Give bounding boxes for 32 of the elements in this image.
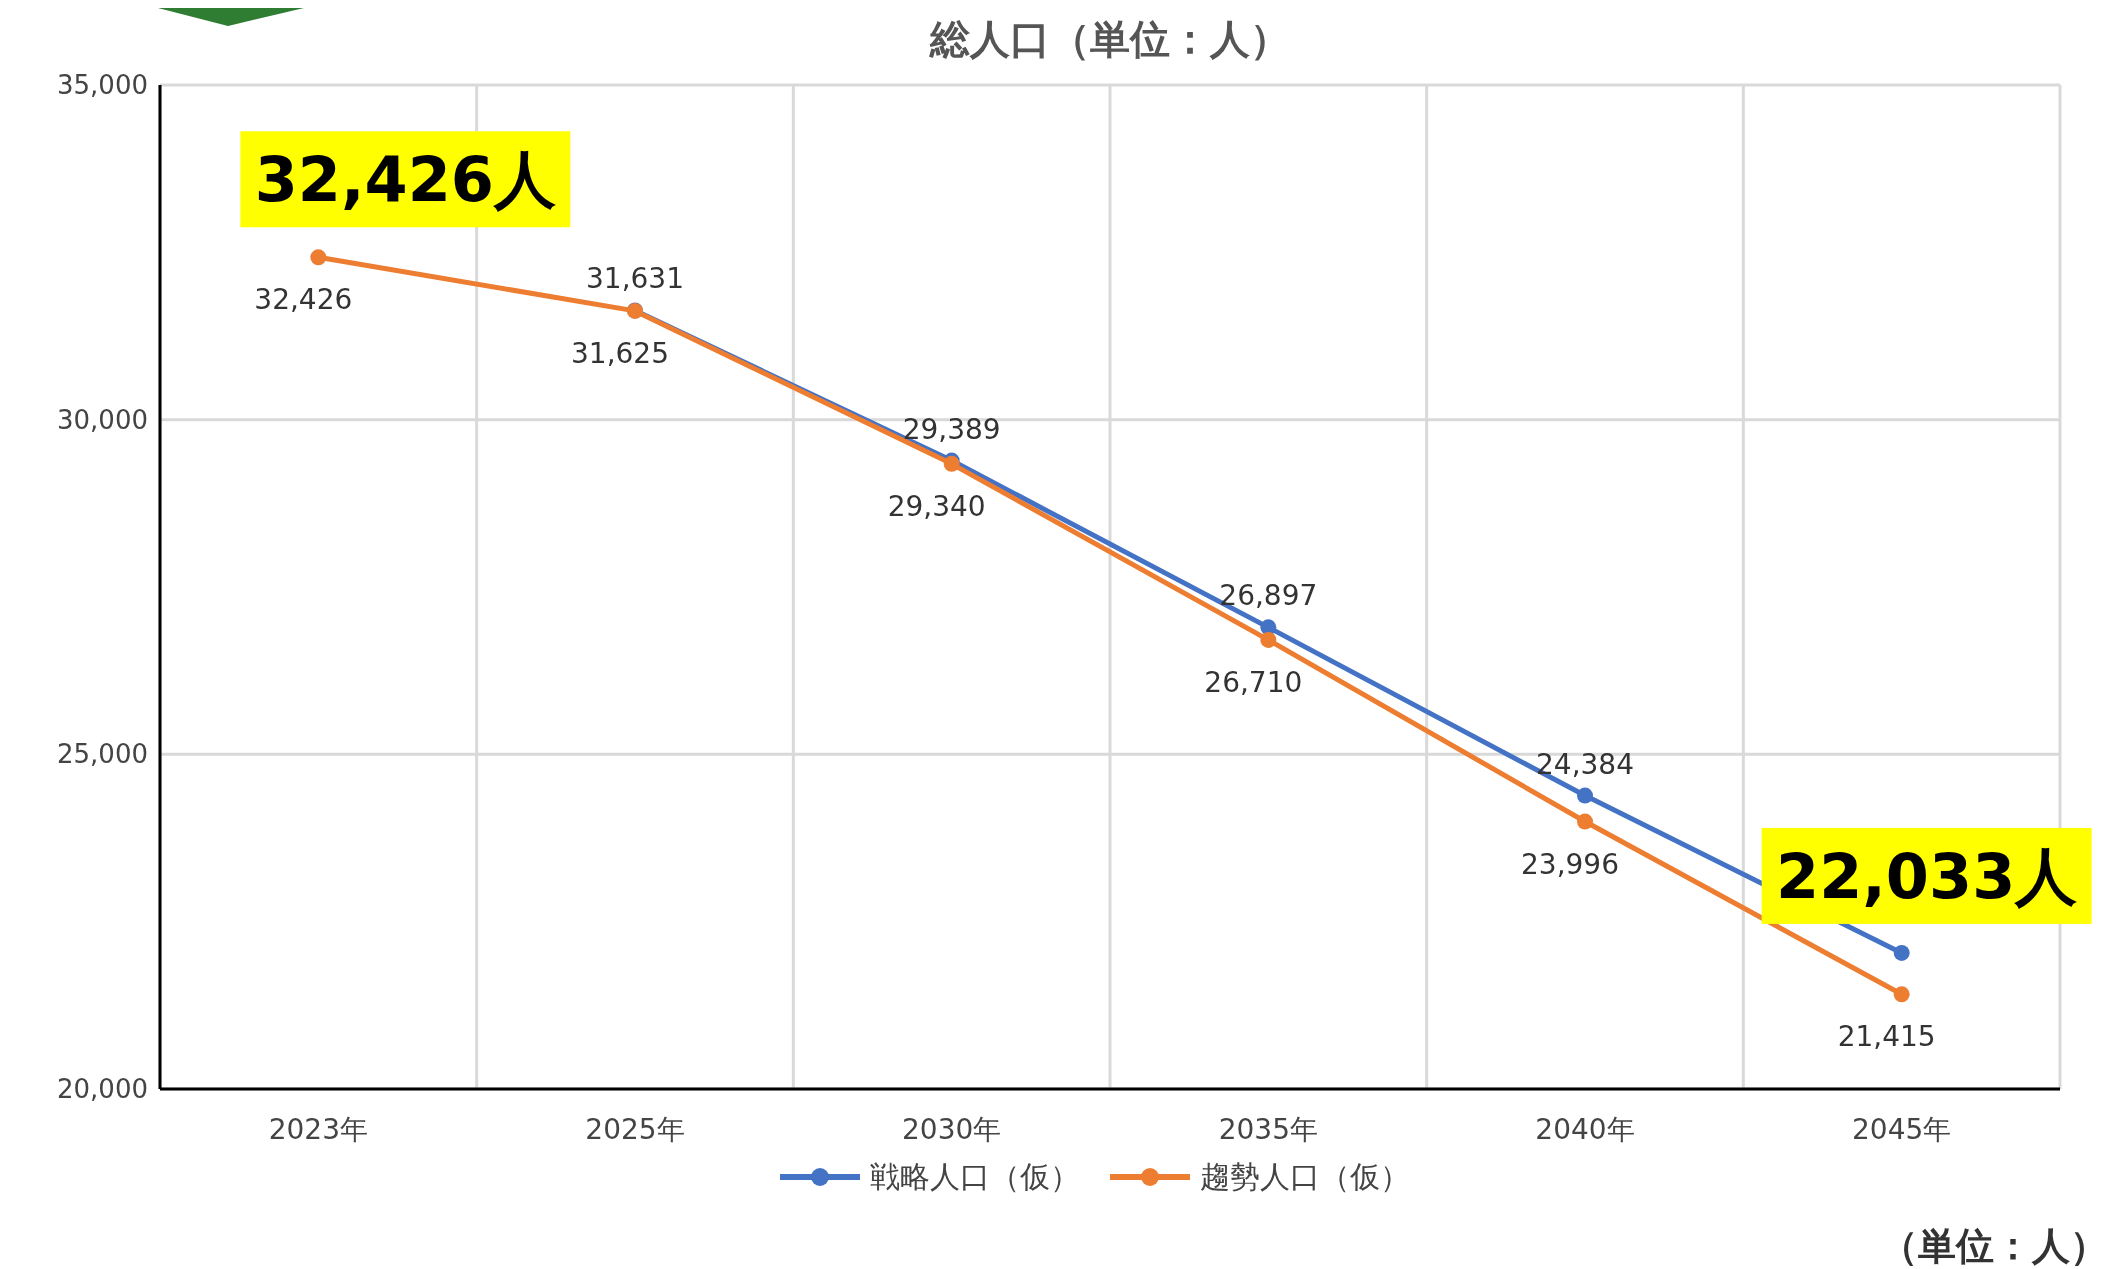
legend-label: 趨勢人口（仮） [1200,1159,1410,1194]
data-label: 26,897 [1219,579,1318,613]
x-tick-label: 2025年 [585,1113,685,1146]
chart-title: 総人口（単位：人） [929,16,1290,62]
data-label: 29,340 [887,489,986,523]
data-label: 23,996 [1521,847,1619,881]
point [310,249,327,266]
point [1577,813,1593,830]
annotation: 22,033人 [1776,839,2078,913]
legend-label: 戦略人口（仮） [870,1159,1080,1194]
y-tick-label: 35,000 [57,70,148,100]
y-tick-label: 20,000 [57,1074,148,1104]
data-label: 21,415 [1837,1020,1936,1054]
point [1260,631,1277,648]
point [1577,787,1593,804]
data-label: 32,426 [254,283,353,317]
data-label: 31,631 [586,262,684,296]
x-tick-label: 2035年 [1218,1113,1318,1146]
point [1893,944,1910,961]
x-tick-label: 2045年 [1852,1113,1952,1146]
annotation: 32,426人 [254,143,556,217]
x-tick-label: 2023年 [268,1113,368,1146]
data-label: 24,384 [1536,747,1634,781]
data-label: 31,625 [571,336,669,370]
x-tick-label: 2040年 [1535,1113,1635,1146]
data-label: 26,710 [1204,665,1303,699]
text: （単位：人） [1880,1224,2108,1268]
y-tick-label: 25,000 [57,739,148,770]
data-label: 29,389 [902,412,1001,446]
y-tick-label: 30,000 [57,404,148,435]
x-tick-label: 2030年 [902,1113,1002,1146]
point [1893,986,1910,1003]
